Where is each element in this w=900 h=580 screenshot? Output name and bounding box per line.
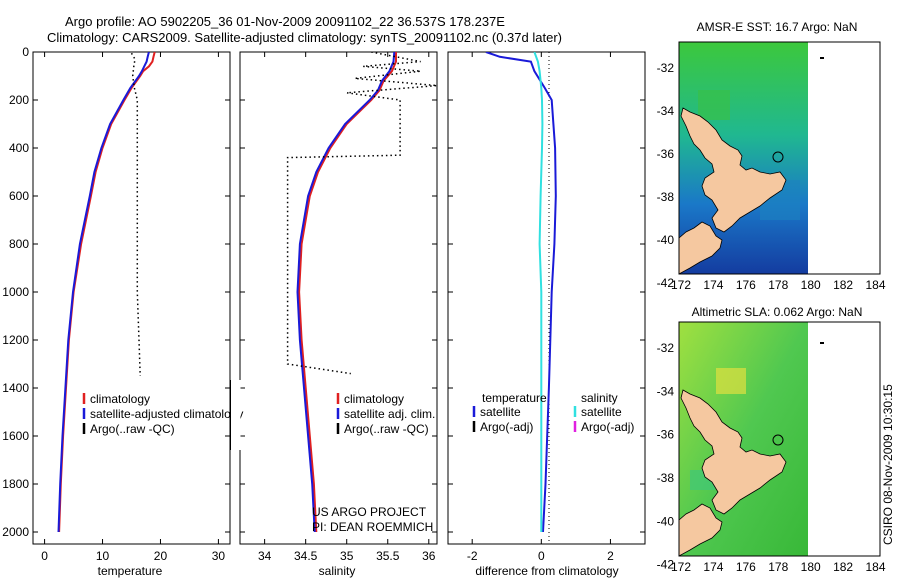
temperature-xlabel: temperature <box>98 564 163 578</box>
temperature-xtick-label-30: 30 <box>212 549 226 563</box>
map0-xtick-172: 172 <box>671 278 691 292</box>
temperature-series-argo-raw-qc- <box>130 52 141 377</box>
sst-map <box>678 41 881 275</box>
temperature-xtick-label-0: 0 <box>41 549 48 563</box>
legend-temp-argo: Argo(-adj) <box>480 420 533 434</box>
map0-xtick-182: 182 <box>833 278 853 292</box>
legend-sal-argo: Argo(..raw -QC) <box>344 422 429 436</box>
legend-sal-adj: Argo(-adj) <box>581 420 634 434</box>
map1-xtick-182: 182 <box>833 560 853 574</box>
map0-xtick-178: 178 <box>768 278 788 292</box>
difference-xtick-label-2: 2 <box>607 549 614 563</box>
legend-climatology: climatology <box>90 392 150 406</box>
map1-ytick--38: -38 <box>657 471 675 485</box>
map0-ytick--32: -32 <box>657 61 675 75</box>
salinity-xtick-label-35.5: 35.5 <box>376 549 400 563</box>
temperature-xtick-label-10: 10 <box>96 549 110 563</box>
temperature-legend: climatology satellite-adjusted climatolo… <box>82 392 243 436</box>
difference-legend: temperature satellite Argo(-adj) salinit… <box>472 391 634 434</box>
difference-xtick-label--2: -2 <box>467 549 478 563</box>
map1-xtick-174: 174 <box>703 560 723 574</box>
difference-axes <box>447 51 646 545</box>
temperature-series-satellite-adjusted-climatology <box>57 52 150 533</box>
legend-sal-sat: satellite <box>581 405 622 419</box>
depth-tick-label-1800: 1800 <box>2 477 29 491</box>
sla-map <box>678 321 881 557</box>
salinity-axes <box>239 51 438 545</box>
depth-tick-label-600: 600 <box>9 189 29 203</box>
salinity-series-satellite-adj-clim- <box>296 52 396 533</box>
map0-xtick-180: 180 <box>801 278 821 292</box>
depth-tick-label-1200: 1200 <box>2 333 29 347</box>
depth-tick-label-400: 400 <box>9 141 29 155</box>
depth-tick-label-200: 200 <box>9 93 29 107</box>
map1-xtick-180: 180 <box>801 560 821 574</box>
legend-satellite-adjusted: satellite-adjusted climatology <box>90 407 243 421</box>
title-line2: Climatology: CARS2009. Satellite-adjuste… <box>47 30 562 45</box>
map1-ytick--36: -36 <box>657 428 675 442</box>
map1-ytick--34: -34 <box>657 384 675 398</box>
depth-tick-label-2000: 2000 <box>2 525 29 539</box>
salinity-legend: climatology satellite adj. clim. Argo(..… <box>336 392 435 436</box>
salinity-series-argo-raw-qc- <box>286 52 437 375</box>
timestamp: CSIRO 08-Nov-2009 10:30:15 <box>881 384 895 545</box>
map0-xtick-184: 184 <box>866 278 886 292</box>
legend-salinity-title: salinity <box>581 391 618 405</box>
sla-map-title: Altimetric SLA: 0.062 Argo: NaN <box>692 305 863 319</box>
map1-xtick-176: 176 <box>736 560 756 574</box>
legend-sal-satellite: satellite adj. clim. <box>344 407 435 421</box>
legend-sal-climatology: climatology <box>344 392 404 406</box>
depth-tick-label-1000: 1000 <box>2 285 29 299</box>
map1-xtick-172: 172 <box>671 560 691 574</box>
difference-series-salinity-satellite <box>533 52 544 532</box>
map0-xtick-176: 176 <box>736 278 756 292</box>
depth-tick-label-1400: 1400 <box>2 381 29 395</box>
temperature-xtick-label-20: 20 <box>154 549 168 563</box>
sst-map-title: AMSR-E SST: 16.7 Argo: NaN <box>697 20 858 34</box>
map1-ytick--40: -40 <box>657 514 675 528</box>
legend-argo: Argo(..raw -QC) <box>90 422 175 436</box>
salinity-xtick-label-34.5: 34.5 <box>294 549 318 563</box>
depth-tick-label-0: 0 <box>22 45 29 59</box>
map1-ytick--32: -32 <box>657 341 675 355</box>
pi-credit: PI: DEAN ROEMMICH <box>312 520 433 534</box>
temperature-axes <box>32 51 231 545</box>
map0-xtick-174: 174 <box>703 278 723 292</box>
map0-ytick--38: -38 <box>657 190 675 204</box>
map0-ytick--40: -40 <box>657 233 675 247</box>
legend-temperature-title: temperature <box>482 391 547 405</box>
map1-xtick-178: 178 <box>768 560 788 574</box>
salinity-xtick-label-34: 34 <box>258 549 272 563</box>
project-credit: US ARGO PROJECT <box>312 505 427 519</box>
map0-ytick--36: -36 <box>657 147 675 161</box>
salinity-xlabel: salinity <box>319 564 356 578</box>
difference-series-temperature-satellite <box>485 52 557 533</box>
depth-tick-label-1600: 1600 <box>2 429 29 443</box>
salinity-xtick-label-36: 36 <box>422 549 436 563</box>
depth-tick-label-800: 800 <box>9 237 29 251</box>
map1-xtick-184: 184 <box>866 560 886 574</box>
salinity-series-climatology <box>298 52 397 533</box>
map0-ytick--42: -42 <box>657 276 675 290</box>
map1-ytick--42: -42 <box>657 558 675 572</box>
difference-xlabel: difference from climatology <box>475 564 618 578</box>
difference-xtick-label-0: 0 <box>538 549 545 563</box>
map0-ytick--34: -34 <box>657 104 675 118</box>
title-line1: Argo profile: AO 5902205_36 01-Nov-2009 … <box>65 14 505 29</box>
legend-temp-satellite: satellite <box>480 405 521 419</box>
salinity-xtick-label-35: 35 <box>340 549 354 563</box>
